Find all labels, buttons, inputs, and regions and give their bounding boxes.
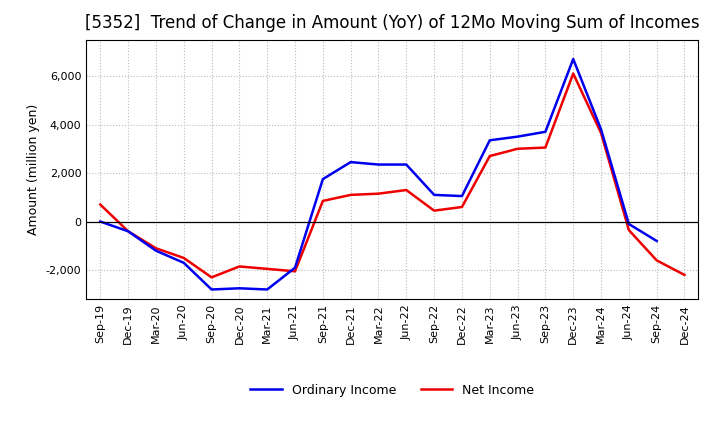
Net Income xyxy=(96,202,104,207)
Line: Net Income: Net Income xyxy=(100,73,685,277)
Net Income xyxy=(513,146,522,151)
Ordinary Income xyxy=(402,162,410,167)
Ordinary Income xyxy=(96,219,104,224)
Net Income xyxy=(569,71,577,76)
Net Income xyxy=(485,154,494,159)
Ordinary Income xyxy=(263,287,271,292)
Title: [5352]  Trend of Change in Amount (YoY) of 12Mo Moving Sum of Incomes: [5352] Trend of Change in Amount (YoY) o… xyxy=(85,15,700,33)
Net Income xyxy=(179,255,188,260)
Net Income xyxy=(152,246,161,251)
Net Income xyxy=(652,258,661,263)
Net Income xyxy=(235,264,243,269)
Ordinary Income xyxy=(652,238,661,244)
Ordinary Income xyxy=(485,138,494,143)
Ordinary Income xyxy=(374,162,383,167)
Legend: Ordinary Income, Net Income: Ordinary Income, Net Income xyxy=(246,379,539,402)
Ordinary Income xyxy=(458,194,467,199)
Ordinary Income xyxy=(430,192,438,198)
Ordinary Income xyxy=(291,265,300,270)
Ordinary Income xyxy=(346,159,355,165)
Net Income xyxy=(207,275,216,280)
Ordinary Income xyxy=(318,176,327,182)
Net Income xyxy=(263,266,271,271)
Ordinary Income xyxy=(513,134,522,139)
Net Income xyxy=(541,145,550,150)
Net Income xyxy=(597,130,606,136)
Net Income xyxy=(291,269,300,274)
Net Income xyxy=(318,198,327,204)
Ordinary Income xyxy=(597,127,606,132)
Ordinary Income xyxy=(541,129,550,135)
Ordinary Income xyxy=(179,260,188,265)
Net Income xyxy=(624,227,633,233)
Net Income xyxy=(124,229,132,234)
Net Income xyxy=(346,192,355,198)
Net Income xyxy=(402,187,410,193)
Net Income xyxy=(680,272,689,278)
Net Income xyxy=(430,208,438,213)
Y-axis label: Amount (million yen): Amount (million yen) xyxy=(27,104,40,235)
Ordinary Income xyxy=(235,286,243,291)
Line: Ordinary Income: Ordinary Income xyxy=(100,59,657,290)
Ordinary Income xyxy=(152,248,161,253)
Net Income xyxy=(374,191,383,196)
Ordinary Income xyxy=(124,229,132,234)
Ordinary Income xyxy=(207,287,216,292)
Ordinary Income xyxy=(569,56,577,62)
Net Income xyxy=(458,204,467,209)
Ordinary Income xyxy=(624,221,633,227)
